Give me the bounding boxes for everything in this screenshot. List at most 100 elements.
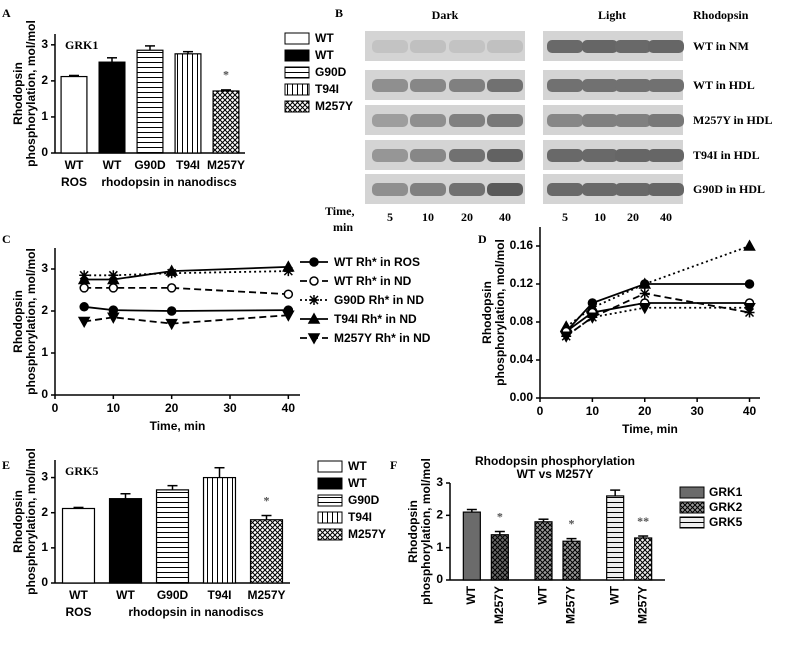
blot-band — [410, 149, 446, 162]
blot-band — [487, 183, 523, 196]
x-tick-label: M257Y — [492, 586, 506, 624]
legend-label: WT — [315, 48, 334, 62]
marker — [107, 272, 120, 285]
chart-title: GRK5 — [65, 464, 98, 478]
y-tick-label: 1 — [436, 540, 443, 554]
x-tick-label: M257Y — [635, 586, 649, 624]
x-tick-label: WT — [607, 585, 621, 604]
blot-band — [582, 114, 618, 127]
blot-band — [449, 114, 485, 127]
blot-band — [615, 40, 651, 53]
annotation: * — [569, 516, 575, 530]
x-tick-label: 10 — [586, 404, 600, 418]
y-tick-label: 2 — [41, 303, 48, 317]
time-value: 40 — [499, 210, 511, 224]
y-axis-label: Rhodopsin — [480, 281, 494, 344]
x-tick-label: 20 — [165, 401, 179, 415]
series-line — [84, 314, 289, 325]
marker — [107, 312, 120, 324]
bar — [108, 498, 143, 584]
blot-band — [487, 79, 523, 92]
legend-label: WT — [348, 476, 367, 490]
blot-band — [372, 149, 408, 162]
series-line — [565, 245, 750, 328]
x-tick-label: WT — [103, 158, 122, 172]
y-tick-label: 0 — [41, 575, 48, 589]
series-line — [84, 305, 289, 312]
y-tick-label: 0.12 — [510, 276, 534, 290]
marker — [743, 303, 756, 315]
x-tick-label: 30 — [223, 401, 237, 415]
group-label: rhodopsin in nanodiscs — [101, 175, 237, 189]
x-tick-label: M257Y — [247, 588, 285, 602]
y-tick-label: 3 — [41, 261, 48, 275]
group-label: ROS — [61, 175, 87, 189]
x-tick-label: 40 — [282, 401, 296, 415]
blot-band — [615, 79, 651, 92]
y-axis-label: phosphorylation, mol/mol — [493, 239, 507, 386]
blot-band — [615, 149, 651, 162]
marker — [166, 283, 177, 293]
marker — [559, 331, 573, 343]
y-axis-label: phosphorylation, mol/mol — [24, 20, 38, 167]
x-tick-label: G90D — [134, 158, 166, 172]
y-tick-label: 0.16 — [510, 238, 534, 252]
blot-band — [648, 183, 684, 196]
marker — [79, 283, 89, 293]
legend-label: T94I — [348, 510, 372, 524]
marker — [586, 312, 599, 324]
bar — [490, 534, 509, 581]
blot-band — [582, 183, 618, 196]
marker — [638, 277, 652, 289]
legend-label: G90D — [348, 493, 380, 507]
x-tick-label: WT — [464, 585, 478, 604]
bar — [562, 540, 581, 581]
blot-band — [487, 40, 523, 53]
blot-band — [547, 183, 583, 196]
blot-band — [372, 114, 408, 127]
x-axis-label: Time, min — [150, 419, 206, 433]
marker — [79, 302, 89, 312]
time-value: 20 — [627, 210, 639, 224]
blot-band — [410, 40, 446, 53]
legend-label: M257Y — [348, 527, 386, 541]
legend-swatch — [679, 501, 705, 514]
bar — [98, 61, 126, 154]
blot-band — [648, 40, 684, 53]
bar — [155, 489, 190, 584]
blot-band — [449, 79, 485, 92]
panel-label: E — [2, 458, 10, 472]
marker — [638, 303, 652, 315]
blot-band — [615, 183, 651, 196]
y-tick-label: 2 — [436, 508, 443, 522]
bar — [136, 49, 164, 154]
time-value: 20 — [461, 210, 473, 224]
marker — [743, 239, 756, 251]
marker — [77, 316, 91, 329]
blot-band — [487, 149, 523, 162]
row-label: T94I in HDL — [693, 148, 760, 162]
marker — [77, 272, 91, 285]
y-tick-label: 0 — [41, 145, 48, 159]
legend-label: G90D Rh* in ND — [334, 293, 424, 307]
legend-label: GRK5 — [709, 515, 743, 529]
legend-label: WT — [315, 31, 334, 45]
blot-band — [648, 79, 684, 92]
y-tick-label: 0 — [41, 387, 48, 401]
marker — [283, 289, 294, 299]
blot-band — [615, 114, 651, 127]
x-tick-label: WT — [116, 588, 135, 602]
legend-label: M257Y Rh* in ND — [334, 331, 431, 345]
blot-band — [648, 114, 684, 127]
column-header: Dark — [432, 8, 459, 22]
x-axis-label: Time, min — [622, 422, 678, 436]
y-tick-label: 1 — [41, 540, 48, 554]
legend-label: WT Rh* in ND — [334, 274, 412, 288]
time-label: min — [333, 220, 353, 234]
panel-label: D — [478, 232, 487, 246]
bar — [534, 521, 553, 581]
bar — [174, 53, 202, 154]
time-value: 5 — [387, 210, 393, 224]
group-label: rhodopsin in nanodiscs — [128, 605, 264, 619]
